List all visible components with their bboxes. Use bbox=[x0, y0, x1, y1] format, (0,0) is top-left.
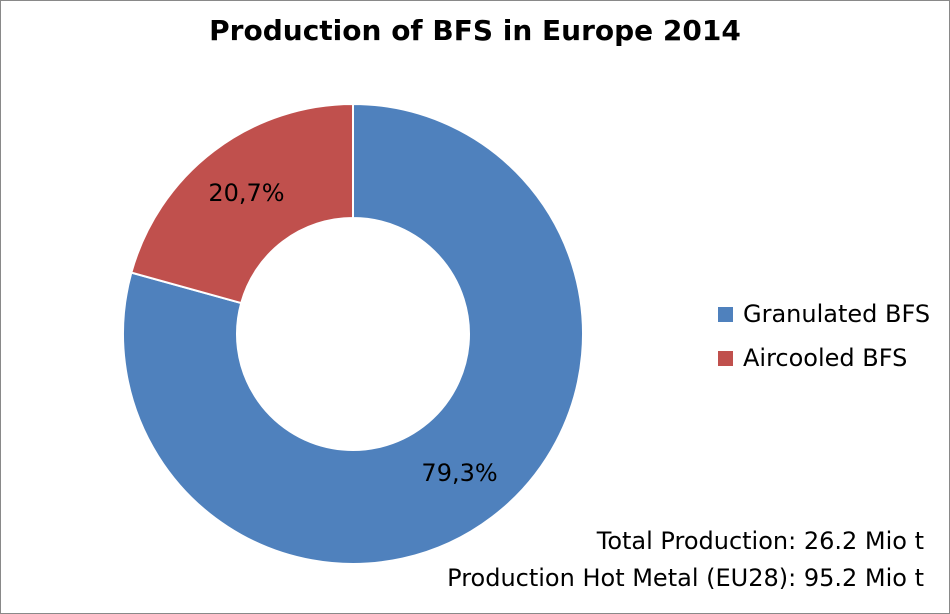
donut-slice-granulated bbox=[122, 102, 584, 565]
legend-item-aircooled: Aircooled BFS bbox=[718, 336, 930, 380]
annotation-total-production: Total Production: 26.2 Mio t bbox=[596, 527, 924, 555]
data-label-aircooled: 20,7% bbox=[208, 179, 284, 207]
donut-slice-aircooled bbox=[130, 102, 354, 305]
legend-swatch-aircooled bbox=[718, 350, 733, 366]
legend-label-aircooled: Aircooled BFS bbox=[743, 344, 908, 372]
legend-item-granulated: Granulated BFS bbox=[718, 292, 930, 336]
annotation-hot-metal-production: Production Hot Metal (EU28): 95.2 Mio t bbox=[447, 564, 924, 592]
data-label-granulated: 79,3% bbox=[421, 459, 497, 487]
legend-label-granulated: Granulated BFS bbox=[743, 300, 931, 328]
legend-swatch-granulated bbox=[718, 306, 733, 322]
chart-title: Production of BFS in Europe 2014 bbox=[209, 14, 741, 47]
legend: Granulated BFS Aircooled BFS bbox=[718, 292, 930, 380]
